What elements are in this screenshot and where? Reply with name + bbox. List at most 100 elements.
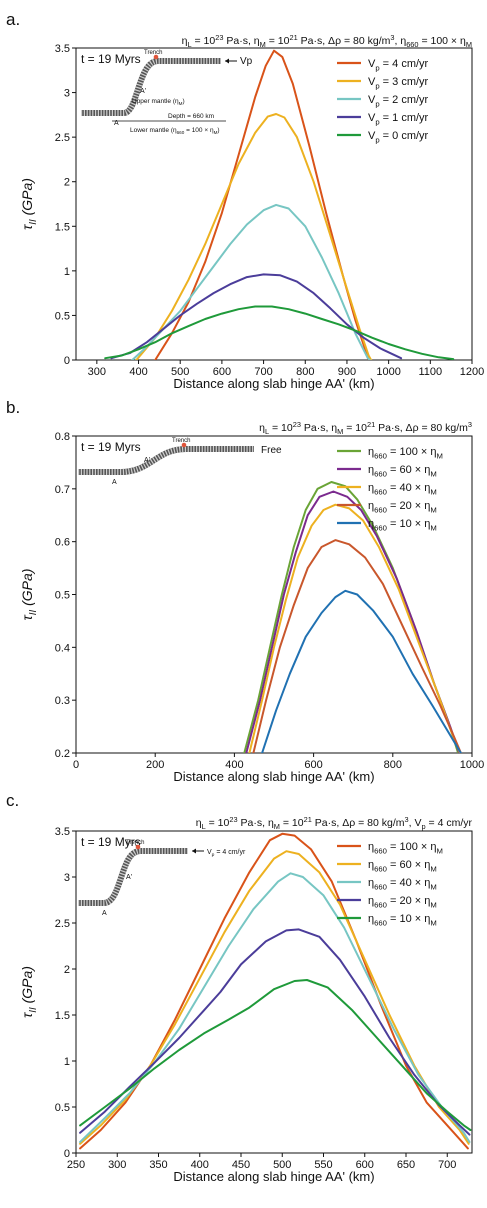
y-tick-label: 0.5 — [55, 310, 70, 322]
y-tick-label: 0 — [64, 1148, 70, 1160]
series-line-2 — [245, 490, 461, 753]
panel-letter: a. — [6, 10, 20, 29]
x-tick-label: 600 — [356, 1159, 374, 1171]
y-tick-label: 0.2 — [55, 748, 70, 760]
trench-marker — [153, 54, 159, 60]
panel-b: b. ηL​ = 1023​ Pa·s, ηM​ = 1021​ Pa·s, Δρ… — [6, 398, 484, 784]
y-axis-label: τII​ (GPa) — [19, 569, 39, 621]
trench-marker — [181, 442, 187, 448]
legend-label: η660​ = 10 × ηM​ — [368, 913, 437, 927]
y-tick-label: 3 — [64, 872, 70, 884]
panel-a: a. ηL​ = 1023​ Pa·s, ηM​ = 1021​ Pa·s, Δρ… — [6, 10, 484, 391]
legend-label: η660​ = 20 × ηM​ — [368, 895, 437, 909]
x-tick-label: 800 — [296, 366, 314, 378]
legend-label: η660​ = 20 × ηM​ — [368, 500, 437, 514]
legend-label: η660​ = 10 × ηM​ — [368, 518, 437, 532]
series-line-3 — [131, 203, 371, 360]
y-tick-label: 3 — [64, 88, 70, 100]
panel-c: c. ηL​ = 1023​ Pa·s, ηM​ = 1021​ Pa·s, Δρ… — [6, 791, 473, 1184]
inset-trench-label: Trench — [172, 438, 190, 444]
inset-point-a-prime: A' — [140, 88, 146, 95]
y-tick-label: 0.7 — [55, 484, 70, 496]
y-tick-label: 0 — [64, 355, 70, 367]
y-tick-label: 2 — [64, 177, 70, 189]
inset-lower-mantle: Lower mantle (η660​ = 100 × ηM​) — [130, 127, 220, 135]
series-line-4 — [79, 928, 471, 1136]
inset-slab-mesh — [78, 848, 188, 906]
legend-label: η660​ = 60 × ηM​ — [368, 859, 437, 873]
inset-trench-label: Trench — [126, 840, 144, 846]
inset-point-a: A — [114, 120, 119, 127]
x-tick-label: 300 — [108, 1159, 126, 1171]
inset-free-label: Free — [261, 445, 282, 456]
legend-label: Vp​ = 0 cm/yr — [368, 130, 429, 144]
y-tick-label: 2 — [64, 964, 70, 976]
x-tick-label: 500 — [171, 366, 189, 378]
x-tick-label: 700 — [438, 1159, 456, 1171]
y-tick-label: 2.5 — [55, 918, 70, 930]
legend-label: Vp​ = 3 cm/yr — [368, 76, 429, 90]
inset-push-label: Vp — [240, 56, 253, 67]
inset-slab-mesh — [81, 58, 221, 116]
push-arrowhead — [192, 848, 196, 854]
x-tick-label: 550 — [314, 1159, 332, 1171]
plot-frame — [75, 830, 473, 1154]
y-tick-label: 3.5 — [55, 826, 70, 838]
inset-depth-label: Depth = 660 km — [168, 113, 214, 120]
x-tick-label: 450 — [232, 1159, 250, 1171]
inset-point-a-prime: A' — [126, 874, 132, 881]
inset-slab — [81, 58, 221, 116]
x-tick-label: 400 — [191, 1159, 209, 1171]
y-tick-label: 2.5 — [55, 132, 70, 144]
x-tick-label: 200 — [146, 759, 164, 771]
panel-letter: b. — [6, 398, 20, 417]
inset-point-a: A — [112, 479, 117, 486]
inset-push-label: Vp​ = 4 cm/yr — [207, 849, 246, 858]
x-tick-label: 1000 — [376, 366, 400, 378]
inset-slab — [78, 848, 188, 906]
plot-frame — [75, 47, 473, 361]
x-tick-label: 1000 — [460, 759, 484, 771]
panel-letter: c. — [6, 791, 19, 810]
panel-header: ηL​ = 1023​ Pa·s, ηM​ = 1021​ Pa·s, Δρ =… — [196, 815, 473, 831]
x-tick-label: 300 — [88, 366, 106, 378]
y-tick-label: 0.3 — [55, 695, 70, 707]
inset-point-a-prime: A' — [144, 457, 150, 464]
y-tick-label: 1.5 — [55, 221, 70, 233]
legend-label: η660​ = 60 × ηM​ — [368, 464, 437, 478]
legend-label: η660​ = 40 × ηM​ — [368, 482, 437, 496]
x-tick-label: 800 — [384, 759, 402, 771]
trench-marker — [135, 844, 141, 850]
series-line-4 — [110, 273, 403, 360]
x-tick-label: 350 — [149, 1159, 167, 1171]
series-line-2 — [135, 113, 373, 360]
y-tick-label: 0.8 — [55, 431, 70, 443]
inset-upper-mantle: Upper mantle (ηM​) — [132, 98, 185, 106]
y-tick-label: 1.5 — [55, 1010, 70, 1022]
series-line-5 — [261, 589, 462, 753]
inset-point-a: A — [102, 910, 107, 917]
y-tick-label: 0.5 — [55, 1102, 70, 1114]
y-tick-label: 0.6 — [55, 537, 70, 549]
x-tick-label: 400 — [225, 759, 243, 771]
x-tick-label: 0 — [73, 759, 79, 771]
y-tick-label: 3.5 — [55, 43, 70, 55]
y-axis-label: τII​ (GPa) — [19, 966, 39, 1018]
x-tick-label: 900 — [338, 366, 356, 378]
x-tick-label: 500 — [273, 1159, 291, 1171]
inset-time-label: t = 19 Myrs — [81, 835, 141, 849]
inset-trench-label: Trench — [144, 50, 162, 56]
series-line-5 — [104, 305, 455, 360]
series-line-4 — [252, 539, 462, 753]
inset-time-label: t = 19 Myrs — [81, 440, 141, 454]
legend-label: η660​ = 100 × ηM​ — [368, 841, 443, 855]
x-tick-label: 400 — [129, 366, 147, 378]
legend-label: Vp​ = 1 cm/yr — [368, 112, 429, 126]
legend-label: Vp​ = 4 cm/yr — [368, 58, 429, 72]
x-tick-label: 700 — [254, 366, 272, 378]
x-tick-label: 1100 — [418, 366, 442, 378]
x-tick-label: 1200 — [460, 366, 484, 378]
x-tick-label: 600 — [304, 759, 322, 771]
y-tick-label: 0.4 — [55, 642, 70, 654]
legend-label: Vp​ = 2 cm/yr — [368, 94, 429, 108]
